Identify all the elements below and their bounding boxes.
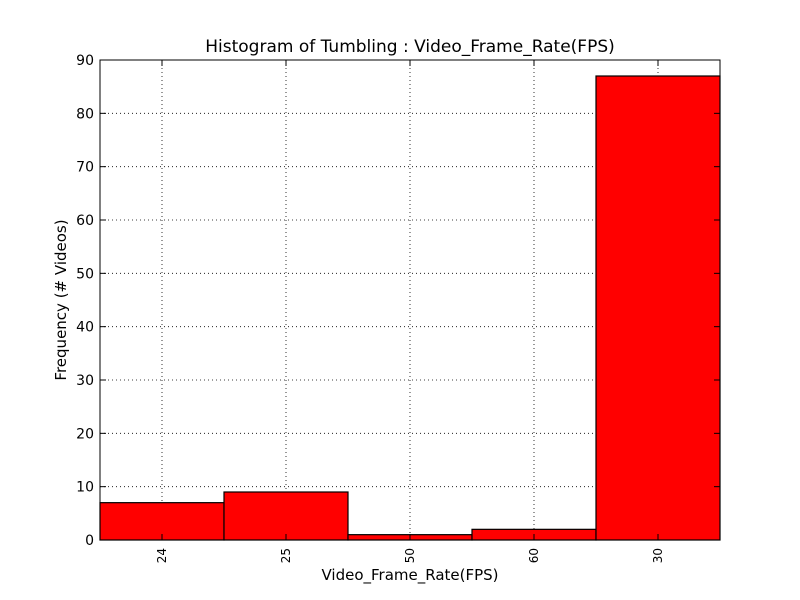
bar (223, 491, 349, 541)
x-tick-label: 50 (403, 548, 417, 563)
y-tick-label: 0 (85, 533, 94, 549)
chart-title: Histogram of Tumbling : Video_Frame_Rate… (205, 37, 615, 57)
y-tick-label: 20 (76, 426, 94, 442)
axis-ticks (100, 59, 720, 541)
y-tick-label: 40 (76, 320, 94, 336)
y-tick-label: 30 (76, 373, 94, 389)
y-tick-label: 60 (76, 213, 94, 229)
y-axis-label: Frequency (# Videos) (52, 219, 70, 380)
x-tick-label: 60 (527, 548, 541, 563)
y-tick-label: 70 (76, 160, 94, 176)
x-tick-label: 30 (651, 548, 665, 563)
x-tick-label: 24 (155, 548, 169, 563)
y-tick-label: 90 (76, 53, 94, 69)
tick-labels: 0 10 20 30 40 50 60 70 80 90 24 25 50 60 30 (76, 53, 665, 563)
bar (595, 75, 721, 541)
y-tick-label: 10 (76, 480, 94, 496)
x-axis-label: Video_Frame_Rate(FPS) (321, 566, 498, 585)
y-tick-label: 80 (76, 106, 94, 122)
y-tick-label: 50 (76, 266, 94, 282)
x-tick-label: 25 (279, 548, 293, 563)
